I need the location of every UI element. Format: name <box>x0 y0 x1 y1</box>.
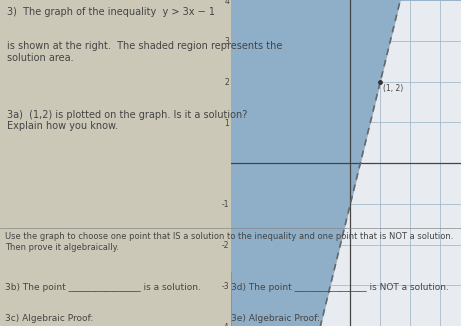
Text: 3c) Algebraic Proof:: 3c) Algebraic Proof: <box>5 314 93 323</box>
Text: Use the graph to choose one point that IS a solution to the inequality and one p: Use the graph to choose one point that I… <box>5 232 453 252</box>
Text: (1, 2): (1, 2) <box>383 83 403 93</box>
Text: 3)  The graph of the inequality  y > 3x − 1: 3) The graph of the inequality y > 3x − … <box>7 7 215 17</box>
Text: is shown at the right.  The shaded region represents the
solution area.: is shown at the right. The shaded region… <box>7 41 282 63</box>
Text: 3b) The point ________________ is a solution.: 3b) The point ________________ is a solu… <box>5 283 201 292</box>
Text: 3a)  (1,2) is plotted on the graph. Is it a solution?
Explain how you know.: 3a) (1,2) is plotted on the graph. Is it… <box>7 110 247 131</box>
Text: 3e) Algebraic Proof:: 3e) Algebraic Proof: <box>230 314 319 323</box>
Text: 3d) The point ________________ is NOT a solution.: 3d) The point ________________ is NOT a … <box>230 283 449 292</box>
